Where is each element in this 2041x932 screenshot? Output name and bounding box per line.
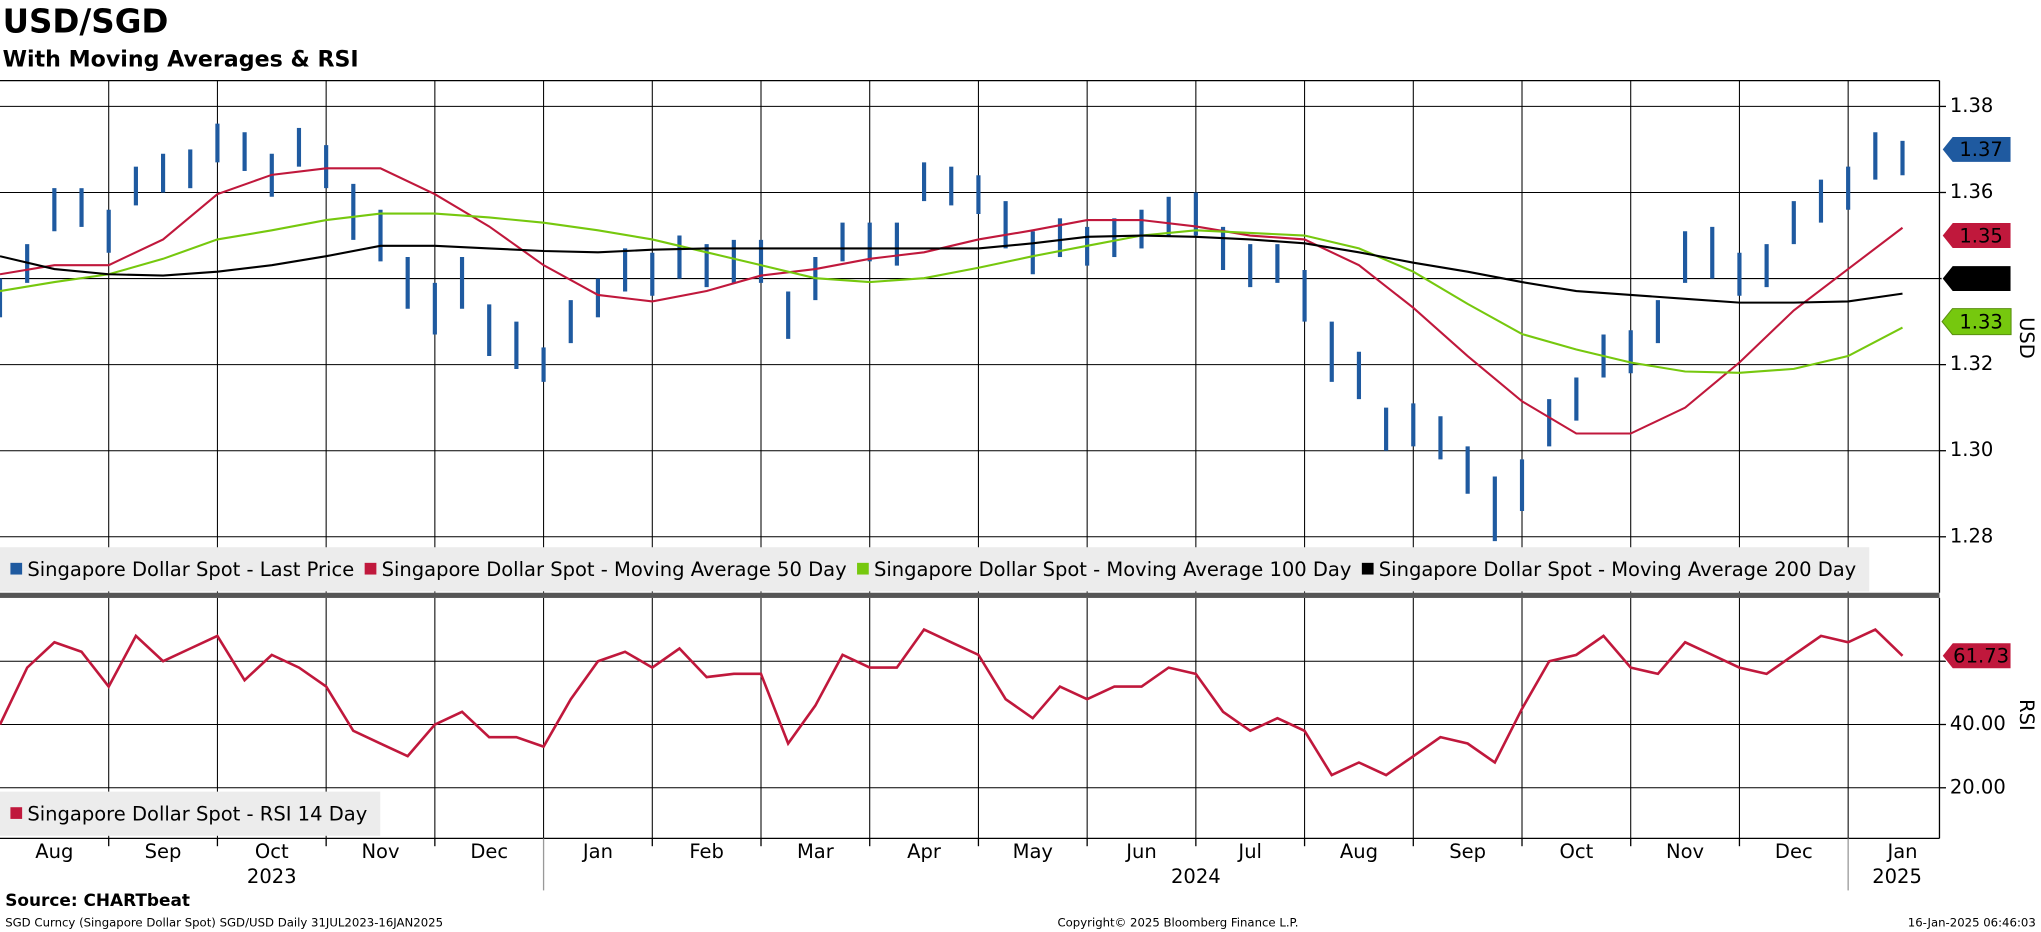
last-value-label: 1.33 (1959, 310, 2002, 333)
moving-average-line (0, 167, 1904, 435)
last-value-label: 61.73 (1953, 645, 2009, 668)
last-value-label: 1.34 (1959, 267, 2002, 290)
last-value-badge (1941, 642, 2012, 670)
legend: Singapore Dollar Spot - Last Price Singap… (0, 547, 1870, 592)
last-value-badge (1941, 135, 2012, 163)
x-year-label: 2025 (1872, 865, 1922, 888)
legend: Singapore Dollar Spot - RSI 14 Day (0, 791, 381, 836)
last-value-label: 1.35 (1959, 224, 2002, 247)
footer-description: SGD Curncy (Singapore Dollar Spot) SGD/U… (5, 915, 443, 929)
x-tick-label: Sep (145, 840, 182, 863)
legend-background (0, 791, 381, 836)
x-tick-label: Jul (1236, 840, 1262, 863)
x-year-label: 2023 (247, 865, 297, 888)
chart-title: USD/SGD (3, 2, 169, 40)
chart-subtitle: With Moving Averages & RSI (3, 46, 359, 72)
y-axis-label: USD (2015, 317, 2038, 359)
x-tick-label: Jun (1124, 840, 1156, 863)
x-tick-label: May (1013, 840, 1053, 863)
legend-swatch (10, 807, 23, 819)
y-tick-label: 40.00 (1950, 712, 2006, 735)
source: Source: CHARTbeat (5, 890, 190, 910)
x-tick-label: Sep (1449, 840, 1486, 863)
x-tick-label: Nov (1666, 840, 1704, 863)
copyright: Copyright© 2025 Bloomberg Finance L.P. (1057, 915, 1298, 929)
legend-label: Singapore Dollar Spot - Last Price (27, 558, 354, 581)
x-tick-label: Mar (797, 840, 835, 863)
x-tick-label: Aug (35, 840, 73, 863)
x-tick-label: Jan (581, 840, 613, 863)
moving-average-line (0, 212, 1903, 374)
x-tick-label: Oct (1559, 840, 1593, 863)
x-tick-label: Feb (689, 840, 724, 863)
y-tick-label: 1.28 (1950, 524, 1993, 547)
legend-label: Singapore Dollar Spot - Moving Average 2… (1379, 558, 1856, 581)
x-tick-label: Dec (470, 840, 508, 863)
panel-separator (0, 592, 1940, 598)
y-tick-label: 1.30 (1950, 438, 1993, 461)
legend-swatch (857, 562, 869, 575)
y-tick-label: 1.32 (1950, 352, 1993, 375)
x-tick-label: Apr (907, 840, 942, 863)
x-year-label: 2024 (1171, 865, 1221, 888)
x-tick-label: Jan (1885, 840, 1917, 863)
timestamp: 16-Jan-2025 06:46:03 (1908, 915, 2036, 929)
last-value-badge (1941, 222, 2012, 250)
last-value-badge (1941, 265, 2012, 293)
y-tick-label: 1.38 (1950, 94, 1993, 117)
legend-swatch (10, 562, 23, 575)
y-tick-label: 1.36 (1950, 180, 1993, 203)
legend-label: Singapore Dollar Spot - Moving Average 1… (874, 558, 1351, 581)
legend-background (0, 547, 1870, 592)
last-value-label: 1.37 (1959, 138, 2002, 161)
legend-swatch (1361, 562, 1374, 575)
x-tick-label: Oct (255, 840, 289, 863)
legend-label: Singapore Dollar Spot - Moving Average 5… (382, 558, 847, 581)
y-axis-label: RSI (2015, 699, 2038, 731)
x-tick-label: Nov (361, 840, 399, 863)
last-value-badge (1941, 308, 2012, 336)
moving-average-line (0, 234, 1903, 304)
legend-label: Singapore Dollar Spot - RSI 14 Day (27, 803, 367, 826)
y-tick-label: 20.00 (1950, 775, 2006, 798)
x-tick-label: Dec (1775, 840, 1813, 863)
rsi-line (0, 627, 1904, 777)
legend-swatch (364, 562, 377, 575)
x-tick-label: Aug (1340, 840, 1378, 863)
